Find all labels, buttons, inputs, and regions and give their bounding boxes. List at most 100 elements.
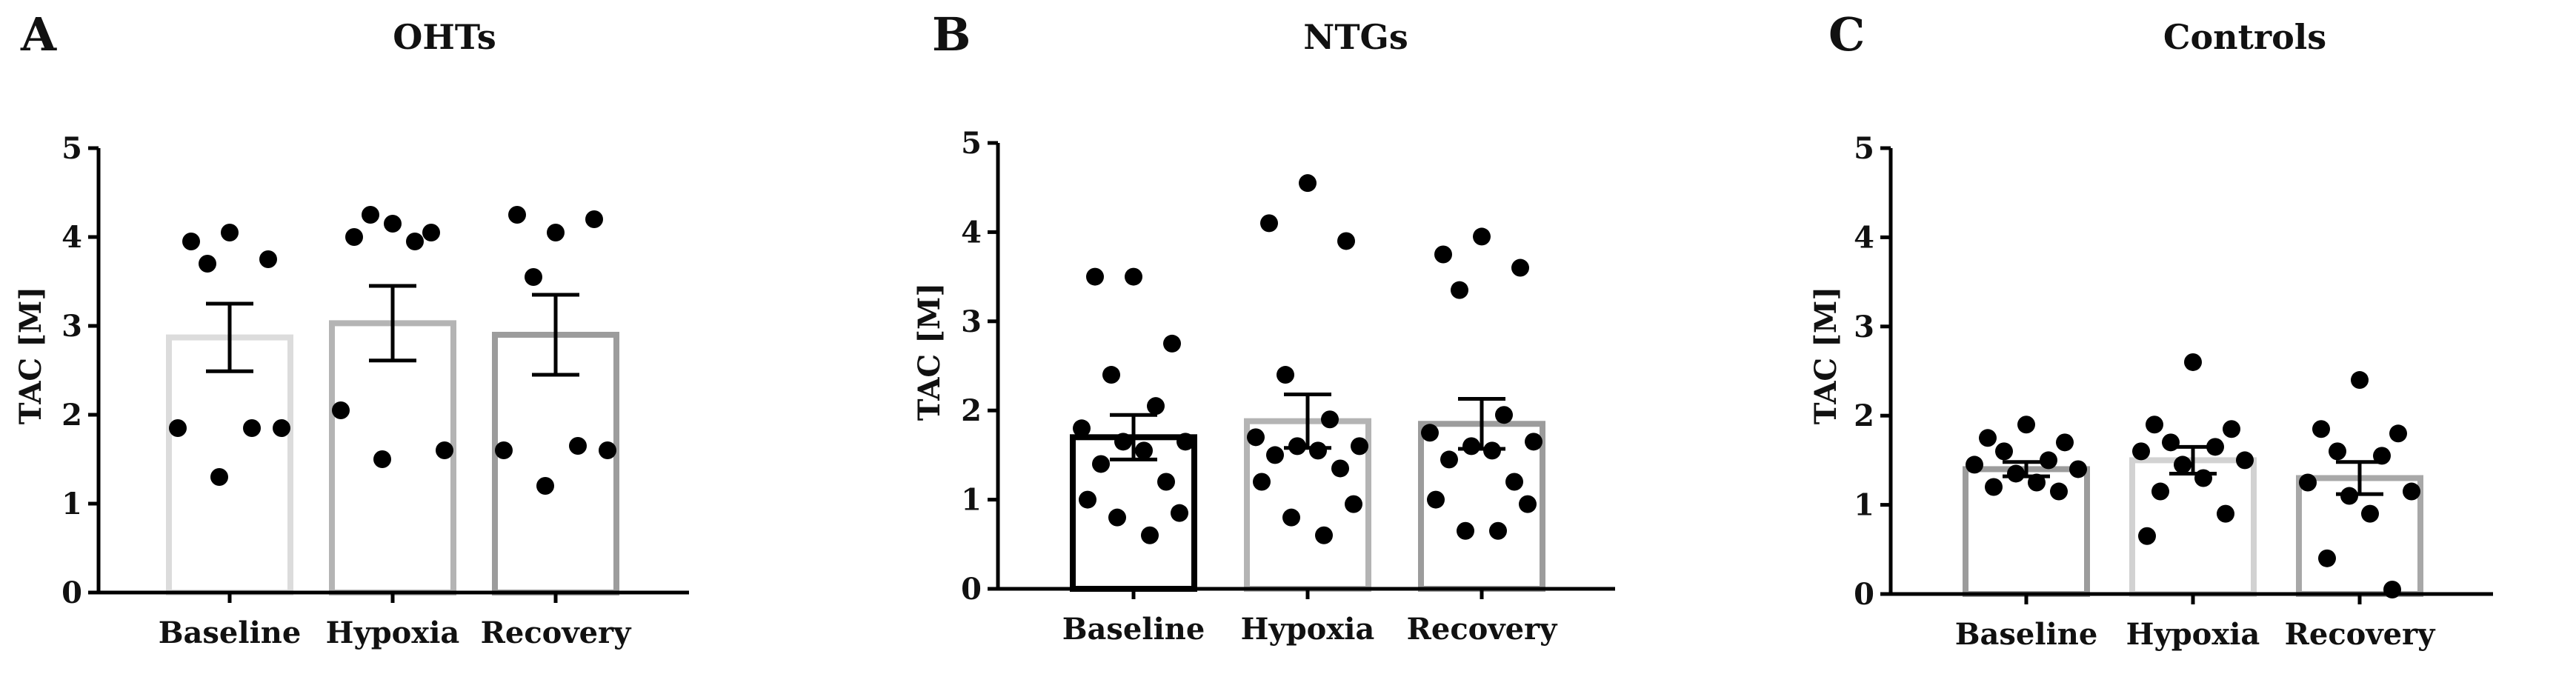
y-tick-label: 0 <box>61 575 82 610</box>
data-point <box>2318 549 2336 567</box>
y-tick-label: 0 <box>961 572 982 607</box>
data-point <box>406 233 424 250</box>
y-tick-label: 2 <box>1854 398 1874 433</box>
panel-a: A OHTs TAC [M] 0 1 2 3 4 5 Baseline Hypoxia Reco… <box>13 7 689 650</box>
y-tick-label: 5 <box>961 126 982 161</box>
data-point <box>2361 504 2379 523</box>
data-point <box>384 215 402 233</box>
data-point <box>1337 232 1355 250</box>
x-category-label-hypoxia: Hypoxia <box>326 615 460 650</box>
data-point <box>508 206 526 224</box>
y-tick-label: 5 <box>1854 131 1874 166</box>
data-point <box>1253 473 1271 491</box>
data-point <box>1079 490 1096 509</box>
panel-title-c: Controls <box>2163 17 2326 57</box>
data-point <box>1489 521 1507 540</box>
y-tick-label: 1 <box>1854 488 1874 523</box>
x-category-label-baseline: Baseline <box>1062 612 1205 647</box>
data-point <box>1073 419 1091 438</box>
data-point <box>2329 442 2346 461</box>
data-point <box>1260 214 1278 233</box>
data-point <box>422 224 440 241</box>
data-point <box>1505 473 1523 491</box>
data-point <box>243 419 261 437</box>
data-point <box>1171 504 1188 522</box>
data-point <box>1440 450 1458 469</box>
data-point <box>1462 437 1480 456</box>
data-point <box>1141 526 1159 544</box>
panel-title-a: OHTs <box>393 17 496 57</box>
data-point <box>1434 245 1452 264</box>
data-point <box>547 224 565 241</box>
y-tick-label: 1 <box>961 483 982 518</box>
y-tick-label: 2 <box>961 393 982 428</box>
x-category-label-hypoxia: Hypoxia <box>1241 612 1375 647</box>
data-point <box>1102 366 1120 384</box>
data-point <box>2217 504 2234 523</box>
data-point <box>2299 473 2317 492</box>
y-tick-label: 3 <box>1854 310 1874 344</box>
data-point <box>2050 482 2068 501</box>
data-point <box>525 268 542 286</box>
data-point <box>182 233 200 250</box>
data-point <box>1427 490 1445 509</box>
data-point <box>1321 410 1339 429</box>
bar-baseline <box>1963 466 2090 597</box>
y-tick-label: 1 <box>61 487 82 521</box>
data-point <box>585 210 603 228</box>
data-point <box>210 468 228 486</box>
x-category-label-baseline: Baseline <box>1955 617 2098 652</box>
data-point <box>169 419 187 437</box>
x-category-label-baseline: Baseline <box>159 615 302 650</box>
data-point <box>332 401 350 419</box>
x-category-label-hypoxia: Hypoxia <box>2126 617 2260 652</box>
data-point <box>259 250 277 268</box>
plot-area-c: 0 1 2 3 4 5 Baseline Hypoxia Recovery <box>1854 131 2493 652</box>
data-point <box>1135 441 1153 460</box>
data-point <box>2069 460 2087 478</box>
x-category-label-recovery: Recovery <box>1407 612 1558 647</box>
data-point <box>1979 429 1997 447</box>
y-tick-label: 4 <box>961 215 982 250</box>
data-point <box>2184 353 2202 371</box>
data-point <box>599 441 616 459</box>
data-point <box>1345 495 1362 513</box>
y-tick-label: 4 <box>61 220 82 255</box>
data-point <box>1525 433 1542 451</box>
data-point <box>1985 478 2003 496</box>
data-point <box>1163 334 1181 353</box>
data-point <box>2389 424 2407 443</box>
data-point <box>2151 482 2169 501</box>
data-point <box>1451 281 1468 299</box>
data-point <box>1351 437 1368 456</box>
panel-letter-c: C <box>1828 7 1865 61</box>
data-point <box>1176 433 1194 451</box>
data-point <box>345 228 363 246</box>
bar-baseline <box>166 334 293 595</box>
data-point <box>536 477 554 495</box>
data-point <box>2146 416 2163 434</box>
data-point <box>2236 451 2254 470</box>
data-point <box>362 206 379 224</box>
data-point <box>2056 433 2074 452</box>
data-point <box>1519 495 1537 513</box>
panel-c: C Controls TAC [M] 0 1 2 3 4 5 Baseline Hypoxia… <box>1808 7 2493 652</box>
x-category-label-recovery: Recovery <box>481 615 632 650</box>
data-point <box>2132 442 2150 461</box>
data-point <box>1315 526 1333 544</box>
data-point <box>1457 521 1474 540</box>
bar-hypoxia <box>329 320 456 595</box>
data-point <box>1299 174 1317 193</box>
data-point <box>1125 267 1142 286</box>
data-point <box>569 437 587 455</box>
data-point <box>1147 397 1165 416</box>
y-tick-label: 2 <box>61 398 82 433</box>
panel-b: B NTGs TAC [M] 0 1 2 3 4 5 Baseline Hypoxia Reco… <box>912 7 1615 647</box>
data-point <box>1266 446 1284 464</box>
data-point <box>2174 456 2191 474</box>
data-point <box>495 441 513 459</box>
data-point <box>436 441 453 459</box>
data-point <box>1086 267 1104 286</box>
y-tick-label: 0 <box>1854 577 1874 612</box>
